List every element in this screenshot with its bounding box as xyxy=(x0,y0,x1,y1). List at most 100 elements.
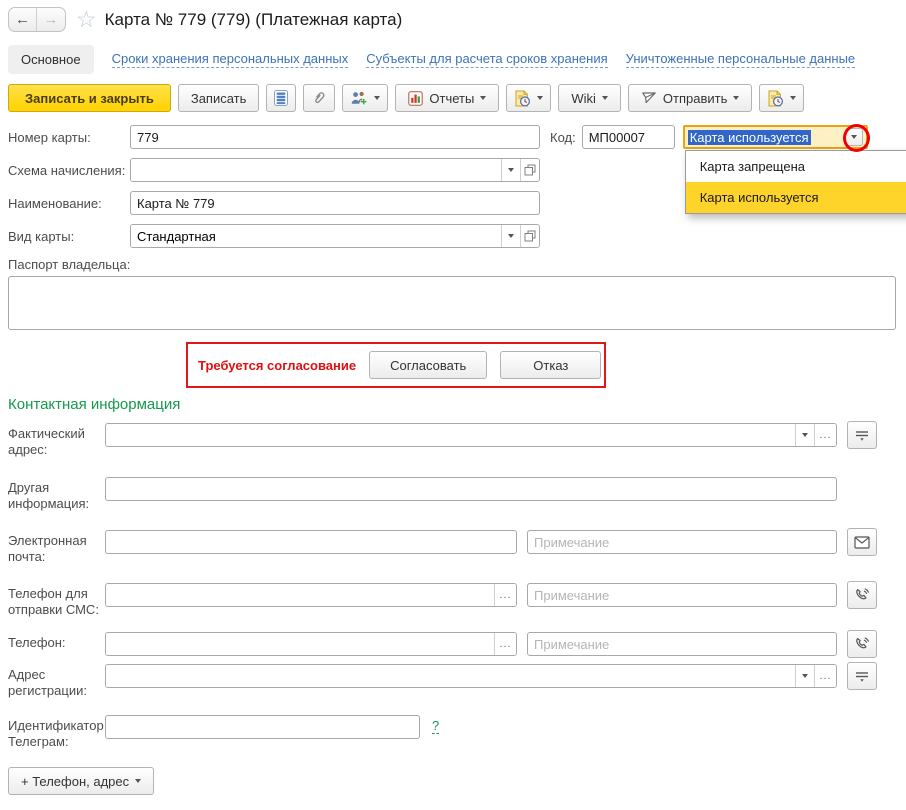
open-window-icon xyxy=(524,164,536,176)
phone-label: Телефон: xyxy=(8,635,66,650)
add-phone-address-button[interactable]: + Телефон, адрес xyxy=(8,767,155,795)
other-info-row: Другая информация: xyxy=(8,477,906,512)
chevron-down-icon xyxy=(135,779,142,783)
history-button-2[interactable] xyxy=(759,84,805,112)
wiki-label: Wiki xyxy=(571,90,596,106)
telegram-input[interactable] xyxy=(105,715,420,739)
document-clock-icon xyxy=(767,90,784,107)
favorite-star-icon[interactable]: ☆ xyxy=(76,6,97,32)
card-status-combobox-wrap: Карта используется Карта запрещена Карта… xyxy=(682,124,906,214)
reports-button[interactable]: Отчеты xyxy=(395,84,500,112)
card-status-combobox[interactable]: Карта используется xyxy=(682,124,870,152)
approve-button[interactable]: Согласовать xyxy=(369,351,488,379)
card-type-label: Вид карты: xyxy=(8,228,75,244)
send-icon xyxy=(641,91,657,105)
approval-required-text: Требуется согласование xyxy=(198,357,357,373)
phone-input[interactable] xyxy=(106,633,494,655)
reg-address-field: ... xyxy=(105,664,837,688)
phone-note-input[interactable] xyxy=(527,632,837,656)
sms-phone-input[interactable] xyxy=(106,584,494,606)
actual-address-row: Фактический адрес: ... xyxy=(8,421,906,458)
scheme-input[interactable] xyxy=(131,159,501,181)
sms-phone-row: Телефон для отправки СМС: ... xyxy=(8,581,906,618)
actual-address-dropdown-button[interactable] xyxy=(795,424,814,446)
card-type-field xyxy=(130,224,540,248)
phone-more-button[interactable]: ... xyxy=(494,633,516,655)
tab-bar: Основное Сроки хранения персональных дан… xyxy=(8,44,906,74)
passport-textarea[interactable] xyxy=(8,276,896,330)
tab-destroyed-data[interactable]: Уничтоженные персональные данные xyxy=(625,50,856,68)
sms-phone-note-input[interactable] xyxy=(527,583,837,607)
scheme-open-button[interactable] xyxy=(520,159,539,181)
email-label: Электронная почта: xyxy=(8,533,87,564)
actual-address-label: Фактический адрес: xyxy=(8,426,85,457)
nav-history-group: ← → xyxy=(8,7,66,32)
actual-address-field: ... xyxy=(105,423,837,447)
tab-main[interactable]: Основное xyxy=(8,44,94,74)
name-input[interactable] xyxy=(130,191,540,215)
chevron-down-icon xyxy=(508,234,514,238)
add-contact-icon xyxy=(350,90,368,106)
contact-info-title: Контактная информация xyxy=(8,396,181,413)
scheme-label: Схема начисления: xyxy=(8,162,126,178)
telegram-row: Идентификатор Телеграм: ? xyxy=(8,715,906,750)
tab-retention-periods[interactable]: Сроки хранения персональных данных xyxy=(111,50,349,68)
code-label: Код: xyxy=(550,129,576,145)
reject-button[interactable]: Отказ xyxy=(500,351,602,379)
add-phone-address-label: + Телефон, адрес xyxy=(21,773,130,789)
dropdown-option-forbidden[interactable]: Карта запрещена xyxy=(699,159,805,174)
phone-action-button[interactable] xyxy=(847,630,877,658)
scheme-field xyxy=(130,158,540,182)
actual-address-more-button[interactable]: ... xyxy=(814,424,836,446)
reg-address-more-button[interactable]: ... xyxy=(814,665,836,687)
email-input[interactable] xyxy=(105,530,517,554)
back-button[interactable]: ← xyxy=(9,8,37,31)
structure-button[interactable] xyxy=(266,84,297,112)
dropdown-option-in-use[interactable]: Карта используется xyxy=(685,182,906,213)
wiki-button[interactable]: Wiki xyxy=(558,84,621,112)
reg-address-label: Адрес регистрации: xyxy=(8,667,87,698)
forward-button[interactable]: → xyxy=(43,11,59,28)
card-type-row: Вид карты: xyxy=(8,224,906,248)
email-action-button[interactable] xyxy=(847,528,877,556)
reg-address-dropdown-button[interactable] xyxy=(795,665,814,687)
chevron-down-icon xyxy=(508,168,514,172)
save-and-close-button[interactable]: Записать и закрыть xyxy=(8,84,171,112)
report-icon xyxy=(408,90,424,106)
open-window-icon xyxy=(524,230,536,242)
structure-icon xyxy=(274,90,289,106)
scheme-row: Схема начисления: xyxy=(8,158,906,182)
send-label: Отправить xyxy=(662,90,728,106)
other-info-label: Другая информация: xyxy=(8,480,90,511)
phone-field: ... xyxy=(105,632,517,656)
email-note-input[interactable] xyxy=(527,530,837,554)
card-type-open-button[interactable] xyxy=(520,225,539,247)
card-status-selected-text: Карта используется xyxy=(687,129,811,145)
tab-retention-subjects[interactable]: Субъекты для расчета сроков хранения xyxy=(366,50,608,68)
reg-address-input[interactable] xyxy=(106,665,795,687)
sms-phone-more-button[interactable]: ... xyxy=(494,584,516,606)
history-button[interactable] xyxy=(506,84,552,112)
card-type-dropdown-button[interactable] xyxy=(501,225,520,247)
code-input[interactable] xyxy=(581,125,675,149)
form-body: Номер карты: Код: Карта используется Кар… xyxy=(0,124,906,810)
add-contact-button[interactable] xyxy=(342,84,389,112)
scheme-dropdown-button[interactable] xyxy=(501,159,520,181)
chevron-down-icon xyxy=(802,433,808,437)
actual-address-action-button[interactable] xyxy=(847,421,877,449)
attachments-button[interactable] xyxy=(303,84,336,112)
page-title: Карта № 779 (779) (Платежная карта) xyxy=(104,9,403,29)
name-label: Наименование: xyxy=(8,195,102,211)
card-status-dropdown-button[interactable] xyxy=(844,128,863,146)
card-type-input[interactable] xyxy=(131,225,501,247)
card-number-input[interactable] xyxy=(130,125,540,149)
email-row: Электронная почта: xyxy=(8,528,906,565)
chevron-down-icon xyxy=(601,96,608,100)
actual-address-input[interactable] xyxy=(106,424,795,446)
send-button[interactable]: Отправить xyxy=(627,84,753,112)
sms-phone-action-button[interactable] xyxy=(847,581,877,609)
telegram-help-link[interactable]: ? xyxy=(432,718,440,734)
save-button[interactable]: Записать xyxy=(177,84,260,112)
other-info-input[interactable] xyxy=(105,477,837,501)
reg-address-action-button[interactable] xyxy=(847,662,877,690)
